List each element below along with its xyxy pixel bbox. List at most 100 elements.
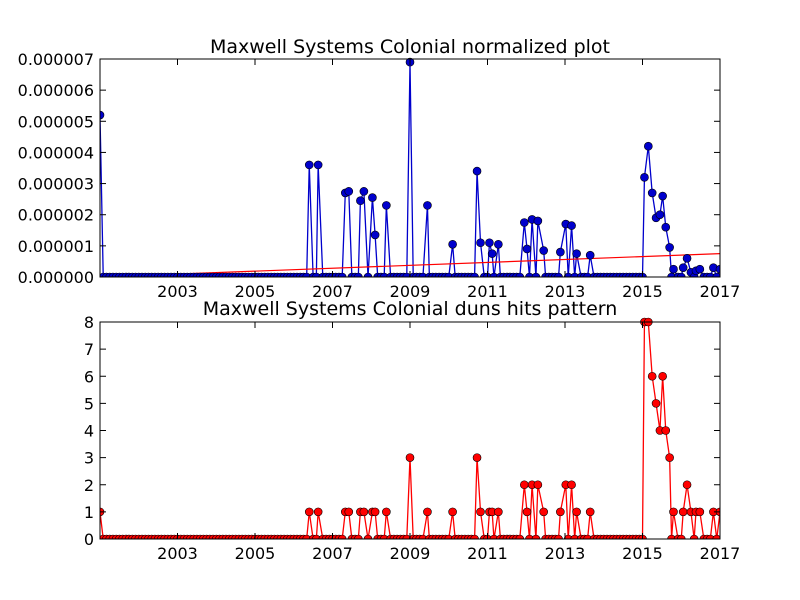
data-point — [476, 238, 485, 248]
data-point — [494, 507, 503, 517]
data-point — [661, 426, 671, 435]
data-point — [489, 272, 499, 277]
data-point — [476, 507, 485, 517]
data-point — [655, 210, 665, 220]
data-point — [658, 191, 667, 201]
data-point — [706, 272, 715, 277]
data-point — [520, 218, 529, 227]
data-point — [563, 272, 573, 277]
series-line — [100, 62, 720, 277]
y-tick-label: 0.000002 — [18, 206, 94, 225]
x-tick-label: 2017 — [700, 544, 741, 563]
data-point — [539, 246, 548, 255]
data-point — [448, 240, 457, 249]
y-tick-label: 0 — [84, 530, 94, 549]
x-tick-label: 2011 — [467, 282, 508, 301]
data-point — [423, 201, 432, 210]
data-point — [667, 534, 676, 539]
data-point — [583, 534, 592, 539]
data-point — [554, 534, 563, 539]
data-point — [418, 534, 428, 539]
data-point — [470, 534, 479, 539]
data-point — [522, 244, 532, 254]
data-point — [522, 507, 532, 517]
data-point — [359, 187, 369, 196]
x-tick-label: 2013 — [545, 282, 586, 301]
data-point — [363, 534, 373, 539]
data-point — [706, 534, 715, 539]
x-tick-label: 2011 — [467, 544, 508, 563]
data-point — [354, 534, 363, 539]
y-tick-label: 0.000000 — [18, 268, 94, 287]
data-point — [525, 534, 534, 539]
data-point — [312, 534, 321, 539]
data-point — [487, 249, 497, 258]
data-point — [695, 264, 705, 274]
x-tick-label: 2013 — [545, 544, 586, 563]
data-point — [525, 272, 534, 277]
data-point — [539, 507, 548, 517]
data-point — [100, 110, 105, 120]
y-tick-label: 7 — [84, 340, 94, 359]
y-tick-label: 1 — [84, 503, 94, 522]
data-point — [640, 173, 649, 182]
data-point — [520, 480, 529, 490]
data-point — [556, 247, 565, 257]
data-point — [312, 272, 321, 277]
y-tick-label: 6 — [84, 367, 94, 386]
data-point — [556, 507, 565, 517]
data-point — [661, 222, 671, 232]
data-point — [337, 272, 347, 277]
data-point — [302, 272, 311, 277]
data-point — [444, 272, 454, 277]
data-point — [689, 534, 699, 539]
y-tick-label: 0.000007 — [18, 50, 94, 69]
data-point — [405, 453, 415, 462]
duns-hits-plot: Maxwell Systems Colonial duns hits patte… — [84, 298, 741, 563]
data-point — [368, 193, 377, 202]
data-point — [647, 188, 657, 198]
data-point — [533, 216, 543, 226]
chart-title: Maxwell Systems Colonial normalized plot — [210, 36, 610, 58]
chart-title: Maxwell Systems Colonial duns hits patte… — [203, 298, 618, 320]
y-tick-label: 0.000005 — [18, 112, 94, 131]
data-point — [344, 507, 354, 517]
data-point — [448, 507, 457, 517]
data-point — [658, 371, 667, 381]
data-point — [356, 196, 365, 205]
data-point — [337, 534, 347, 539]
data-point — [695, 507, 705, 517]
data-point — [572, 507, 581, 517]
data-point — [304, 160, 314, 170]
x-tick-label: 2007 — [312, 282, 353, 301]
data-point — [359, 507, 369, 517]
y-tick-label: 0.000001 — [18, 237, 94, 256]
data-point — [354, 272, 363, 277]
x-tick-label: 2005 — [235, 282, 276, 301]
data-point — [470, 272, 479, 277]
data-point — [313, 160, 323, 170]
data-point — [665, 243, 674, 252]
data-point — [669, 264, 678, 274]
data-point — [572, 249, 581, 258]
data-point — [379, 272, 389, 277]
data-point — [515, 534, 525, 539]
plot-area — [100, 317, 720, 539]
data-point — [423, 507, 432, 517]
x-tick-label: 2015 — [622, 282, 663, 301]
series-line — [100, 321, 720, 539]
data-point — [712, 534, 720, 539]
data-point — [682, 480, 692, 490]
x-tick-label: 2003 — [157, 544, 198, 563]
data-point — [676, 534, 686, 539]
data-point — [494, 240, 503, 249]
normalized-plot: Maxwell Systems Colonial normalized plot… — [18, 36, 741, 301]
x-tick-label: 2003 — [157, 282, 198, 301]
data-point — [531, 272, 541, 277]
data-point — [554, 272, 563, 277]
data-point — [682, 254, 692, 263]
data-point — [402, 272, 412, 277]
data-point — [563, 534, 573, 539]
data-point — [676, 272, 686, 277]
